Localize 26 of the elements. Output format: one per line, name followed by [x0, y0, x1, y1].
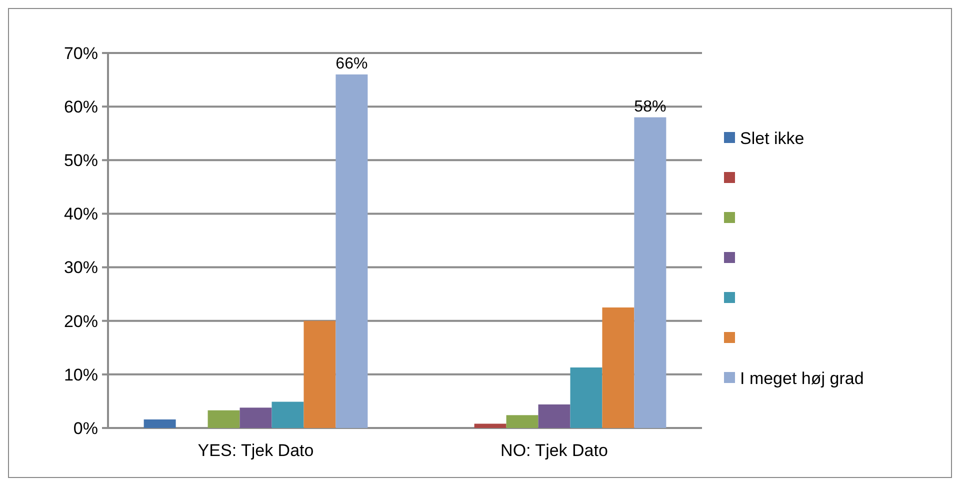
bar	[304, 320, 336, 428]
y-tick-label: 10%	[64, 365, 98, 384]
bar	[474, 424, 506, 428]
y-tick-label: 40%	[64, 204, 98, 224]
bar	[506, 415, 538, 428]
y-tick-label: 30%	[64, 258, 98, 278]
y-tick-label: 50%	[64, 151, 98, 170]
x-tick-label: NO: Tjek Dato	[500, 441, 608, 460]
y-tick-label: 0%	[73, 418, 98, 438]
bar	[336, 74, 368, 428]
data-label: 66%	[336, 55, 368, 72]
x-tick-label: YES: Tjek Dato	[198, 441, 314, 460]
y-tick-label: 60%	[64, 98, 98, 117]
bar	[538, 404, 570, 428]
bar	[570, 367, 602, 428]
bar	[634, 117, 666, 428]
legend-label: Slet ikke	[740, 128, 804, 148]
bar	[240, 408, 272, 428]
bar	[272, 402, 304, 428]
data-label: 58%	[634, 98, 666, 116]
legend-label: I meget høj grad	[740, 368, 864, 388]
y-tick-label: 70%	[64, 44, 98, 63]
bar	[602, 307, 634, 428]
bar	[208, 410, 240, 428]
bar	[144, 419, 176, 428]
y-tick-label: 20%	[64, 312, 98, 331]
